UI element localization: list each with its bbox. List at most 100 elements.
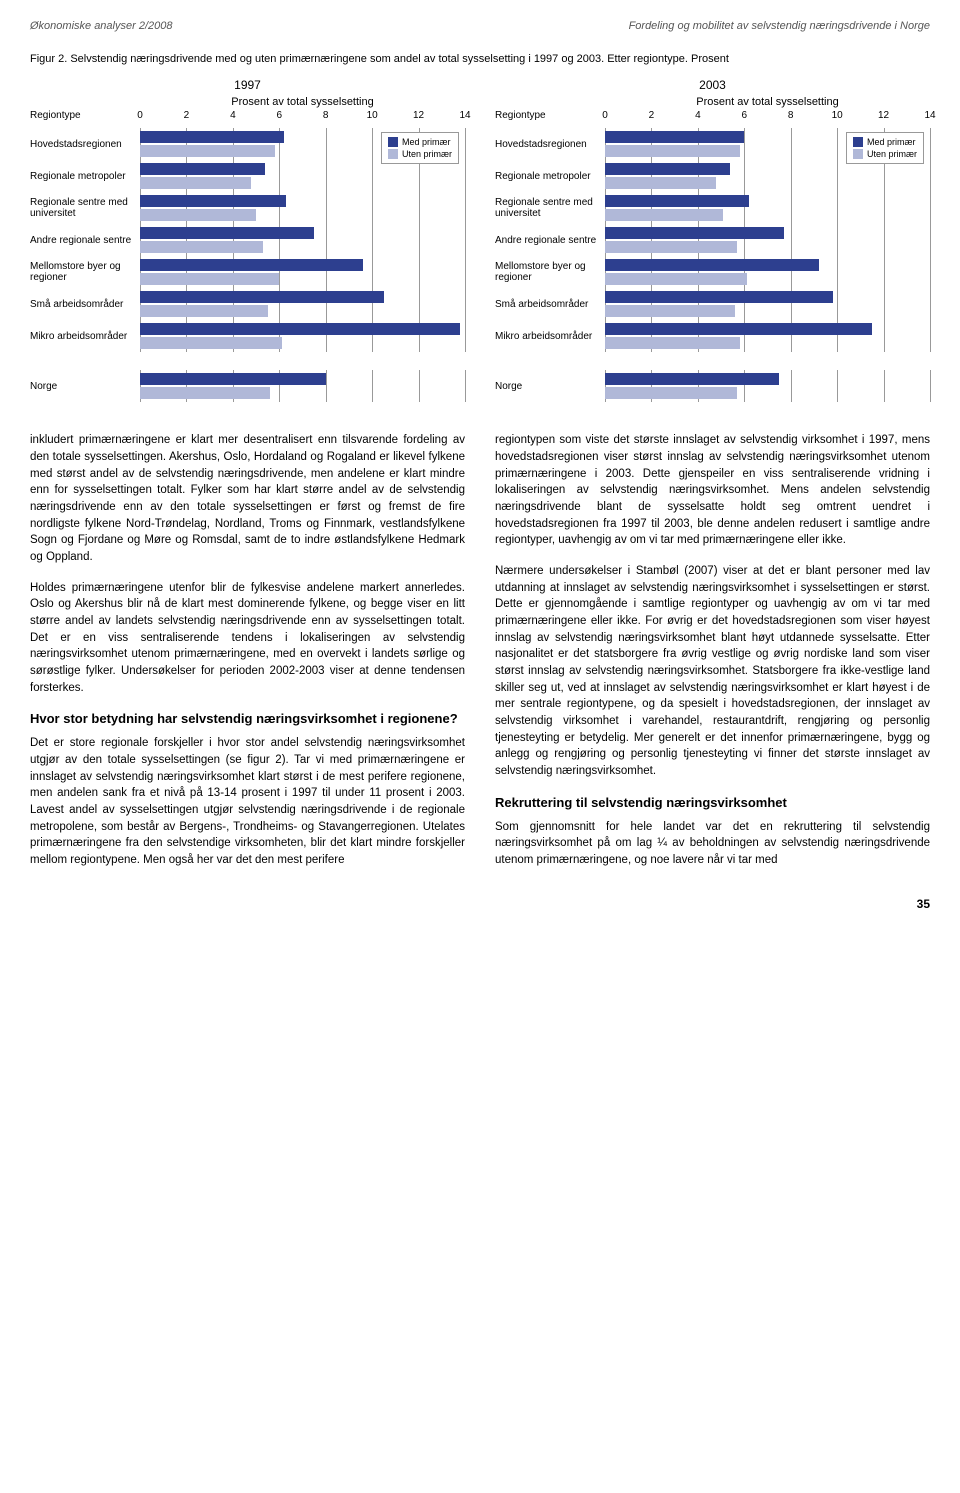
bar-row: [140, 192, 465, 224]
category-label: Mellomstore byer og regioner: [30, 256, 140, 288]
axis-tick: 12: [413, 110, 424, 121]
region-type-label: Regiontype: [495, 110, 605, 128]
bar-row: [605, 160, 930, 192]
body-para: Nærmere undersøkelser i Stambøl (2007) v…: [495, 563, 930, 780]
category-label: Små arbeidsområder: [30, 288, 140, 320]
bar-med-primaer: [140, 195, 286, 207]
category-label: Andre regionale sentre: [495, 224, 605, 256]
chart-year-label: 1997: [30, 78, 465, 92]
body-para: Det er store regionale forskjeller i hvo…: [30, 735, 465, 868]
bar-row: [605, 288, 930, 320]
bar-uten-primaer: [605, 337, 740, 349]
charts-row: 1997Prosent av total sysselsettingRegion…: [30, 78, 930, 402]
bar-uten-primaer: [605, 145, 740, 157]
bar-uten-primaer: [140, 145, 275, 157]
category-label: Hovedstadsregionen: [495, 128, 605, 160]
bar-med-primaer: [140, 163, 265, 175]
bar-uten-primaer: [605, 273, 747, 285]
body-para: regiontypen som viste det største innsla…: [495, 432, 930, 549]
axis-tick: 6: [742, 110, 748, 121]
body-para: Holdes primærnæringene utenfor blir de f…: [30, 580, 465, 697]
axis-tick: 4: [230, 110, 236, 121]
bar-med-primaer: [605, 227, 784, 239]
axis-tick: 10: [367, 110, 378, 121]
bar-med-primaer: [605, 291, 833, 303]
bar-norge-uten: [605, 387, 737, 399]
chart-panel: 2003Prosent av total sysselsettingRegion…: [495, 78, 930, 402]
bar-row: [605, 224, 930, 256]
category-label: Mikro arbeidsområder: [495, 320, 605, 352]
axis-tick: 10: [832, 110, 843, 121]
figure-caption: Figur 2. Selvstendig næringsdrivende med…: [30, 52, 930, 66]
axis-tick: 8: [788, 110, 794, 121]
bar-norge-med: [605, 373, 779, 385]
bar-med-primaer: [605, 131, 744, 143]
axis-tick: 8: [323, 110, 329, 121]
bar-uten-primaer: [140, 337, 282, 349]
category-label: Mikro arbeidsområder: [30, 320, 140, 352]
bar-uten-primaer: [605, 209, 723, 221]
bar-row-norge: [140, 370, 465, 402]
bar-row: [140, 224, 465, 256]
chart-axis-title: Prosent av total sysselsetting: [605, 96, 930, 108]
section-heading: Rekruttering til selvstendig næringsvirk…: [495, 794, 930, 813]
category-label: Regionale sentre med universitet: [495, 192, 605, 224]
body-columns: inkludert primærnæringene er klart mer d…: [30, 432, 930, 882]
axis-tick: 14: [459, 110, 470, 121]
bar-uten-primaer: [605, 177, 716, 189]
bar-uten-primaer: [605, 241, 737, 253]
legend-label: Med primær: [402, 137, 451, 147]
section-heading: Hvor stor betydning har selvstendig næri…: [30, 710, 465, 729]
axis-tick: 4: [695, 110, 701, 121]
header-right: Fordeling og mobilitet av selvstendig næ…: [629, 20, 930, 32]
bar-med-primaer: [140, 131, 284, 143]
body-para: Som gjennomsnitt for hele landet var det…: [495, 819, 930, 869]
bar-row: [605, 192, 930, 224]
header-left: Økonomiske analyser 2/2008: [30, 20, 172, 32]
bar-norge-uten: [140, 387, 270, 399]
bar-uten-primaer: [140, 273, 279, 285]
axis-tick: 14: [924, 110, 935, 121]
bar-row: [140, 160, 465, 192]
category-label: Hovedstadsregionen: [30, 128, 140, 160]
chart-axis-title: Prosent av total sysselsetting: [140, 96, 465, 108]
norge-label: Norge: [495, 370, 605, 402]
bar-med-primaer: [605, 323, 872, 335]
axis-tick: 12: [878, 110, 889, 121]
bar-norge-med: [140, 373, 326, 385]
legend-label: Uten primær: [402, 149, 452, 159]
bar-row: [605, 320, 930, 352]
right-column: regiontypen som viste det største innsla…: [495, 432, 930, 882]
body-para: inkludert primærnæringene er klart mer d…: [30, 432, 465, 565]
category-label: Regionale metropoler: [30, 160, 140, 192]
page-header: Økonomiske analyser 2/2008 Fordeling og …: [30, 20, 930, 32]
bar-uten-primaer: [140, 241, 263, 253]
category-label: Andre regionale sentre: [30, 224, 140, 256]
left-column: inkludert primærnæringene er klart mer d…: [30, 432, 465, 882]
category-label: Regionale sentre med universitet: [30, 192, 140, 224]
chart-panel: 1997Prosent av total sysselsettingRegion…: [30, 78, 465, 402]
bar-row: [140, 320, 465, 352]
category-label: Mellomstore byer og regioner: [495, 256, 605, 288]
chart-legend: Med primærUten primær: [846, 132, 924, 164]
bar-med-primaer: [605, 259, 819, 271]
category-label: Små arbeidsområder: [495, 288, 605, 320]
bar-med-primaer: [140, 227, 314, 239]
chart-year-label: 2003: [495, 78, 930, 92]
bar-uten-primaer: [140, 209, 256, 221]
region-type-label: Regiontype: [30, 110, 140, 128]
bar-med-primaer: [140, 291, 384, 303]
legend-label: Med primær: [867, 137, 916, 147]
axis-tick: 0: [137, 110, 143, 121]
bar-uten-primaer: [605, 305, 735, 317]
bar-med-primaer: [605, 163, 730, 175]
bar-med-primaer: [605, 195, 749, 207]
norge-label: Norge: [30, 370, 140, 402]
bar-uten-primaer: [140, 305, 268, 317]
bar-row: [140, 288, 465, 320]
axis-tick: 0: [602, 110, 608, 121]
axis-tick: 2: [649, 110, 655, 121]
bar-med-primaer: [140, 323, 460, 335]
page-number: 35: [30, 897, 930, 911]
bar-uten-primaer: [140, 177, 251, 189]
